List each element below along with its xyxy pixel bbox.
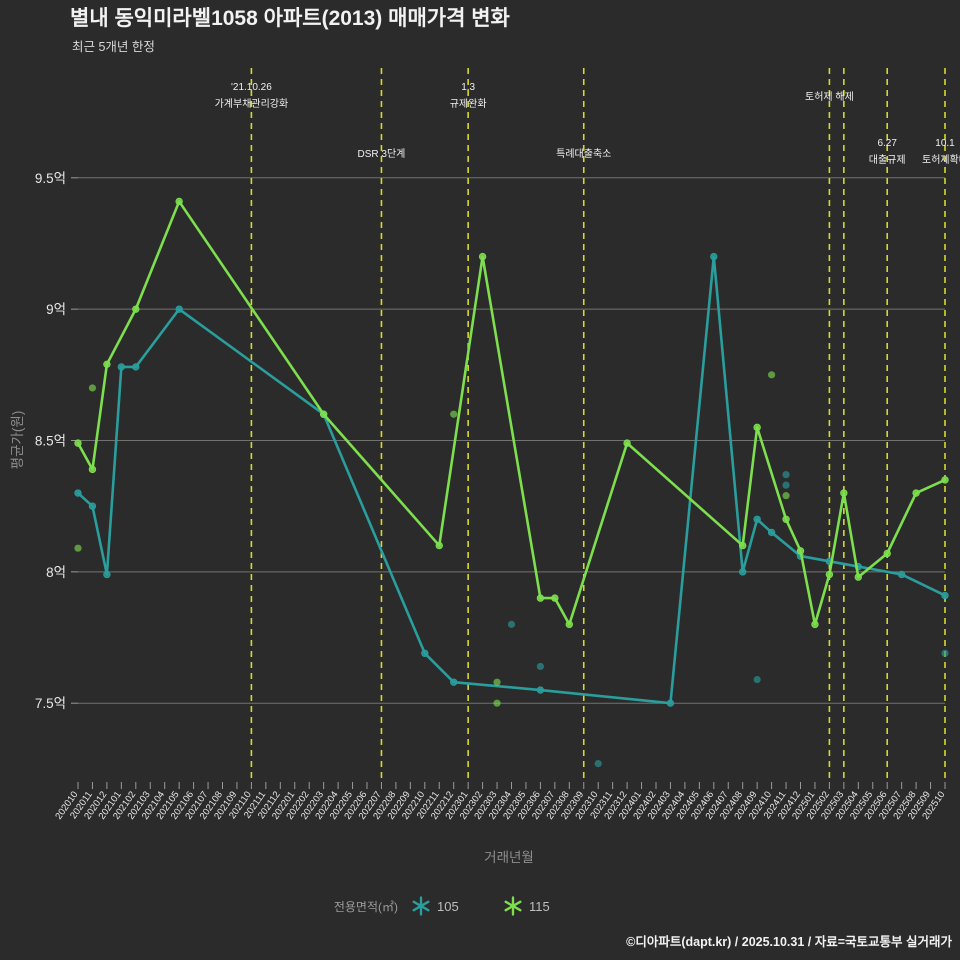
data-point xyxy=(825,570,834,579)
annotation-label: 토허제 해제 xyxy=(805,90,854,103)
y-tick-label: 8.5억 xyxy=(35,433,66,448)
data-point xyxy=(753,515,761,524)
data-point xyxy=(623,439,631,447)
data-point xyxy=(74,439,82,447)
annotation-label: 규제완화 xyxy=(450,98,487,110)
data-point xyxy=(897,570,906,579)
data-point xyxy=(421,649,429,657)
data-point xyxy=(767,528,776,537)
data-point xyxy=(941,591,949,600)
data-point xyxy=(74,489,82,497)
data-point xyxy=(666,699,675,707)
data-point xyxy=(319,410,328,418)
y-axis-title: 평균가(원) xyxy=(10,411,25,470)
data-point xyxy=(175,305,183,313)
scatter-point xyxy=(450,410,458,418)
data-point xyxy=(551,594,559,602)
scatter-point xyxy=(493,678,501,686)
data-point xyxy=(117,363,126,371)
annotation-date: '21.10.26 xyxy=(231,82,272,93)
data-point xyxy=(88,502,97,510)
data-point xyxy=(536,686,545,694)
legend-marker-icon xyxy=(504,900,522,912)
scatter-point xyxy=(594,760,602,768)
data-point xyxy=(175,197,183,206)
data-point xyxy=(103,360,111,369)
y-tick-label: 7.5억 xyxy=(35,696,66,711)
data-point xyxy=(132,305,140,313)
series-layer xyxy=(74,197,949,768)
scatter-point xyxy=(782,492,790,500)
page-title: 별내 동익미라벨1058 아파트(2013) 매매가격 변화 xyxy=(70,7,511,30)
data-point xyxy=(88,465,97,474)
legend: 전용면적(㎡) 105 115 xyxy=(334,896,550,916)
legend-item-label: 105 xyxy=(437,899,459,914)
scatter-point xyxy=(782,471,790,479)
footer-credit: ©디아파트(dapt.kr) / 2025.10.31 / 자료=국토교통부 실… xyxy=(626,934,952,949)
scatter-point xyxy=(782,481,790,489)
scatter-point xyxy=(507,620,516,628)
data-point xyxy=(912,489,920,497)
data-point xyxy=(435,541,443,550)
y-tick-label: 8억 xyxy=(46,565,66,580)
data-point xyxy=(854,573,862,581)
x-axis-title: 거래년월 xyxy=(484,850,534,865)
data-point xyxy=(840,489,848,497)
data-point xyxy=(103,570,111,579)
data-point xyxy=(478,252,487,261)
legend-title: 전용면적(㎡) xyxy=(334,900,398,914)
data-point xyxy=(132,363,140,371)
legend-item-115[interactable]: 115 xyxy=(504,896,550,916)
annotation-label: DSR 3단계 xyxy=(358,148,406,160)
y-tick-label: 9.5억 xyxy=(35,171,66,186)
page-subtitle: 최근 5개년 한정 xyxy=(72,40,155,54)
data-point xyxy=(565,620,573,629)
annotation-label: 특례대출축소 xyxy=(556,148,611,160)
data-point xyxy=(883,549,891,558)
data-point xyxy=(811,620,819,629)
legend-item-label: 115 xyxy=(529,899,550,914)
annotation-date: 10.1 xyxy=(935,138,955,149)
annotation-lines xyxy=(250,68,946,782)
annotation-label: 토허제확대 xyxy=(922,154,960,166)
data-point xyxy=(782,515,790,524)
annotation-date: 1.3 xyxy=(461,82,475,93)
data-point xyxy=(710,252,718,261)
y-axis-ticks: 7.5억 8억 8.5억 9억 9.5억 xyxy=(35,171,78,711)
legend-marker-icon xyxy=(412,900,430,912)
annotation-label: 가계부채관리강화 xyxy=(215,98,289,110)
data-point xyxy=(739,541,747,550)
data-point xyxy=(941,476,949,484)
gridlines xyxy=(78,177,945,704)
scatter-point xyxy=(768,371,776,379)
scatter-point xyxy=(493,699,501,707)
data-point xyxy=(753,423,761,432)
scatter-point xyxy=(536,662,545,671)
annotation-label: 대출규제 xyxy=(869,154,906,166)
series-115 xyxy=(74,197,949,707)
scatter-point xyxy=(753,675,761,684)
scatter-point xyxy=(88,384,97,392)
data-point xyxy=(796,547,805,555)
data-point xyxy=(739,568,747,576)
scatter-point xyxy=(74,544,82,552)
annotation-date: 6.27 xyxy=(877,138,897,149)
y-tick-label: 9억 xyxy=(46,302,66,317)
scatter-point xyxy=(941,649,949,657)
legend-item-105[interactable]: 105 xyxy=(412,896,459,916)
data-point xyxy=(536,594,545,602)
data-point xyxy=(450,678,458,686)
